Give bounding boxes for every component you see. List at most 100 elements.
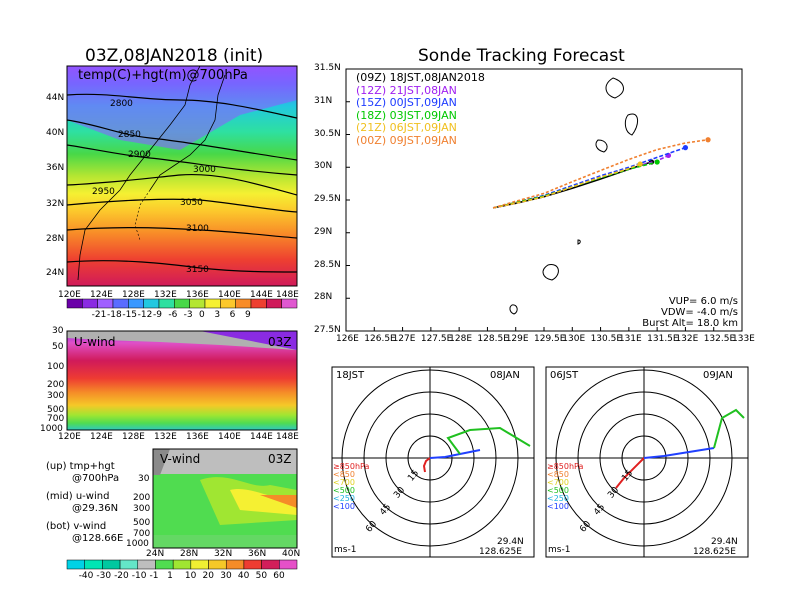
contour-label-2900: 2900 bbox=[128, 150, 151, 160]
uwind-x-tick-1: 124E bbox=[90, 432, 113, 442]
colorbar-swatch bbox=[158, 298, 175, 309]
colorbar-swatch bbox=[155, 559, 174, 570]
legend-code: (15Z) bbox=[356, 96, 387, 109]
colorbar-swatch bbox=[208, 559, 227, 570]
colorbar-tick-label: 3 bbox=[214, 310, 221, 320]
note-bot-sub: @128.66E bbox=[72, 533, 124, 544]
legend-row-0: (09Z) 18JST,08JAN2018 bbox=[356, 71, 485, 85]
colorbar-swatch bbox=[84, 559, 103, 570]
colorbar-swatch bbox=[66, 298, 83, 309]
track-lat-tick: 31N bbox=[314, 95, 333, 106]
track-series-line bbox=[492, 163, 641, 209]
hodo0-time: 18JST bbox=[336, 370, 365, 381]
colorbar-tick-label: -21 bbox=[91, 310, 107, 320]
legend-code: (09Z) bbox=[356, 71, 387, 84]
track-lat-tick: 30.5N bbox=[314, 128, 341, 139]
uwind-label: U-wind bbox=[74, 335, 116, 349]
uwind-y-tick-7: 1000 bbox=[40, 424, 63, 434]
wind-profile-segment bbox=[643, 447, 715, 459]
colorbar-swatch bbox=[143, 298, 160, 309]
colorbar-tick-label: -18 bbox=[107, 310, 122, 320]
uwind-cross-section bbox=[67, 331, 297, 430]
track-lon-tick: 131E bbox=[618, 334, 642, 344]
legend-code: (00Z) bbox=[356, 133, 387, 147]
hodograph-right bbox=[545, 366, 749, 558]
colorbar-tick-label: -15 bbox=[122, 310, 138, 320]
param-vdw: VDW= -4.0 m/s bbox=[661, 307, 738, 318]
colorbar-swatch bbox=[190, 559, 209, 570]
contour-label-2800: 2800 bbox=[110, 99, 133, 109]
hodo1-date: 09JAN bbox=[703, 370, 733, 381]
legend-time: 21JST,08JAN bbox=[389, 83, 457, 97]
colorbar-swatch bbox=[119, 559, 139, 570]
colorbar-swatch bbox=[97, 298, 114, 309]
map-lon-tick-6: 144E bbox=[250, 290, 273, 300]
colorbar-swatch bbox=[172, 559, 192, 570]
map-lon-tick-1: 124E bbox=[90, 290, 113, 300]
level-legend-item: <850 bbox=[547, 470, 569, 479]
colorbar-tick-label: -30 bbox=[96, 571, 112, 581]
track-lon-tick: 129.5E bbox=[534, 334, 566, 344]
hodograph-left bbox=[331, 366, 535, 558]
colorbar-tick-label: 1 bbox=[167, 571, 173, 581]
track-lon-tick: 132E bbox=[675, 334, 699, 344]
map-lat-tick-0: 44N bbox=[46, 93, 65, 103]
vwind-time: 03Z bbox=[268, 452, 292, 466]
right-title: Sonde Tracking Forecast bbox=[418, 46, 625, 66]
legend-time: 06JST,09JAN bbox=[389, 121, 457, 134]
level-legend-item: <100 bbox=[333, 502, 355, 511]
hodo0-unit: ms-1 bbox=[334, 545, 357, 555]
colorbar-swatch bbox=[204, 298, 221, 309]
colorbar-tick-label: 20 bbox=[202, 571, 214, 581]
note-up-sub: @700hPa bbox=[72, 473, 120, 484]
contour-label-3150: 3150 bbox=[186, 265, 209, 275]
map-lat-tick-5: 24N bbox=[46, 268, 65, 278]
level-legend-item: <500 bbox=[333, 486, 355, 495]
legend-code: (21Z) bbox=[356, 121, 387, 134]
map-panel-label: temp(C)+hgt(m)@700hPa bbox=[78, 68, 248, 83]
colorbar-swatch bbox=[128, 298, 144, 309]
note-mid: (mid) u-wind bbox=[46, 491, 110, 502]
vwind-cross-section bbox=[153, 449, 297, 548]
temperature-map bbox=[67, 66, 297, 286]
colorbar-tick-label: -1 bbox=[149, 571, 159, 581]
uwind-y-tick-3: 200 bbox=[47, 380, 65, 390]
colorbar-tick-label: 40 bbox=[237, 571, 250, 581]
colorbar-swatch bbox=[189, 298, 206, 309]
track-legend: (09Z) 18JST,08JAN2018 (12Z) 21JST,08JAN … bbox=[356, 71, 485, 148]
note-up: (up) tmp+hgt bbox=[46, 461, 115, 472]
track-axes bbox=[345, 68, 743, 332]
level-legend-item: <850 bbox=[333, 470, 355, 479]
colorbar-swatch bbox=[220, 298, 236, 309]
contour-label-3050: 3050 bbox=[180, 198, 203, 208]
colorbar-swatch bbox=[261, 559, 280, 570]
map-lat-tick-2: 36N bbox=[46, 163, 65, 173]
contour-label-2850: 2850 bbox=[118, 130, 141, 140]
note-bot: (bot) v-wind bbox=[46, 521, 107, 532]
launch-params: VUP= 6.0 m/s VDW= -4.0 m/s Burst Alt= 18… bbox=[634, 296, 738, 329]
legend-code: (18Z) bbox=[356, 108, 387, 122]
vwind-label: V-wind bbox=[160, 452, 201, 466]
vwind-y-tick-4: 300 bbox=[133, 504, 151, 514]
map-lon-tick-7: 148E bbox=[276, 290, 299, 300]
hodo0-lon: 128.625E bbox=[479, 547, 522, 557]
vwind-x-tick-4: 40N bbox=[282, 549, 301, 559]
colorbar-tick-label: -6 bbox=[168, 310, 178, 320]
vwind-x-tick-1: 28N bbox=[180, 549, 199, 559]
vwind-y-tick-0: 30 bbox=[138, 474, 150, 484]
vwind-y-tick-7: 1000 bbox=[126, 539, 149, 549]
uwind-y-tick-5: 500 bbox=[47, 405, 65, 415]
level-legend-item: <250 bbox=[333, 494, 355, 503]
colorbar-tick-label: -12 bbox=[137, 310, 153, 320]
map-frame bbox=[66, 65, 298, 287]
legend-row-5: (00Z) 09JST,09JAN bbox=[356, 133, 485, 148]
track-lon-tick: 130E bbox=[562, 334, 586, 344]
legend-row-2: (15Z) 00JST,09JAN bbox=[356, 96, 485, 110]
vwind-frame bbox=[152, 448, 298, 549]
track-lon-tick: 128E bbox=[449, 334, 473, 344]
map-lon-tick-0: 120E bbox=[58, 290, 81, 300]
colorbar-tick-label: 6 bbox=[229, 310, 236, 320]
legend-code: (12Z) bbox=[356, 83, 387, 97]
temperature-colorbar bbox=[66, 298, 298, 309]
